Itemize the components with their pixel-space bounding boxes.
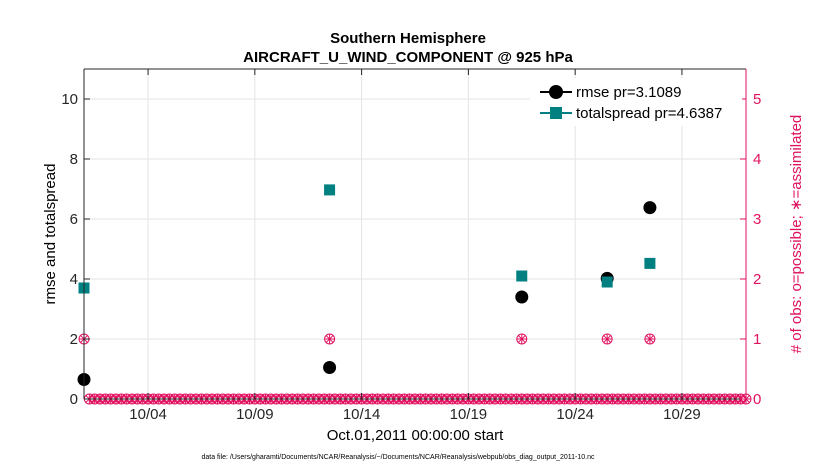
legend-background bbox=[530, 78, 742, 126]
x-tick-label: 10/09 bbox=[236, 406, 274, 423]
asterisk-stroke bbox=[646, 335, 654, 343]
y-tick-label: 4 bbox=[70, 271, 78, 288]
y-axis-label: rmse and totalspread bbox=[42, 164, 59, 305]
axes: 10/04 10/09 10/14 10/19 10/24 10/29 0 2 4 6 8 10 0 1 2… bbox=[61, 68, 761, 423]
y-tick-label: 10 bbox=[61, 91, 78, 108]
x-tick-label: 10/19 bbox=[450, 406, 488, 423]
obs-assimilated-marker bbox=[324, 334, 335, 344]
y-tick-label: 8 bbox=[70, 151, 78, 168]
legend-totalspread-label: totalspread pr=4.6387 bbox=[576, 105, 722, 122]
obs-assimilated-marker bbox=[645, 334, 655, 344]
totalspread-point bbox=[644, 257, 656, 269]
totalspread-point bbox=[601, 276, 613, 288]
y-right-tick-label: 2 bbox=[753, 271, 761, 288]
obs-count-point bbox=[324, 333, 336, 345]
data-file-footnote: data file: /Users/gharamti/Documents/NCA… bbox=[201, 454, 595, 461]
y-tick-label: 0 bbox=[70, 391, 78, 408]
y-axis-right-label: # of obs: o=possible; ∗=assimilated bbox=[788, 115, 805, 354]
y-right-tick-label: 3 bbox=[753, 211, 761, 228]
asterisk-stroke bbox=[518, 335, 526, 343]
asterisk-stroke bbox=[325, 335, 334, 343]
obs-possible-marker bbox=[644, 333, 656, 345]
x-tick-label: 10/04 bbox=[129, 406, 167, 423]
y-tick-label: 2 bbox=[70, 331, 78, 348]
y-right-tick-label: 0 bbox=[753, 391, 761, 408]
asterisk-stroke bbox=[603, 335, 611, 343]
obs-possible-marker bbox=[601, 333, 613, 345]
obs-count-point bbox=[601, 333, 613, 345]
x-tick-label: 10/24 bbox=[556, 406, 594, 423]
legend: rmse pr=3.1089 totalspread pr=4.6387 bbox=[530, 78, 742, 126]
y-right-tick-label: 4 bbox=[753, 151, 761, 168]
legend-rmse-marker bbox=[549, 85, 563, 99]
chart-title-line1: Southern Hemisphere bbox=[330, 30, 486, 47]
rmse-point bbox=[643, 201, 657, 215]
obs-count-point bbox=[644, 333, 656, 345]
x-axis-label: Oct.01,2011 00:00:00 start bbox=[327, 427, 504, 444]
x-tick-label: 10/14 bbox=[343, 406, 381, 423]
totalspread-point bbox=[324, 184, 336, 196]
obs-assimilated-marker bbox=[602, 334, 612, 344]
y-right-tick-label: 1 bbox=[753, 331, 761, 348]
obs-possible-marker bbox=[516, 333, 528, 345]
rmse-point bbox=[515, 290, 529, 304]
legend-totalspread-marker bbox=[550, 107, 562, 119]
obs-count-point bbox=[516, 333, 528, 345]
obs-possible-marker bbox=[324, 333, 336, 345]
y-tick-label: 6 bbox=[70, 211, 78, 228]
chart-title-line2: AIRCRAFT_U_WIND_COMPONENT @ 925 hPa bbox=[243, 49, 573, 66]
x-tick-label: 10/29 bbox=[663, 406, 701, 423]
legend-rmse-label: rmse pr=3.1089 bbox=[576, 84, 681, 101]
y-right-tick-label: 5 bbox=[753, 91, 761, 108]
obs-assimilated-marker bbox=[517, 334, 527, 344]
rmse-point bbox=[323, 361, 337, 374]
totalspread-point bbox=[516, 270, 528, 282]
